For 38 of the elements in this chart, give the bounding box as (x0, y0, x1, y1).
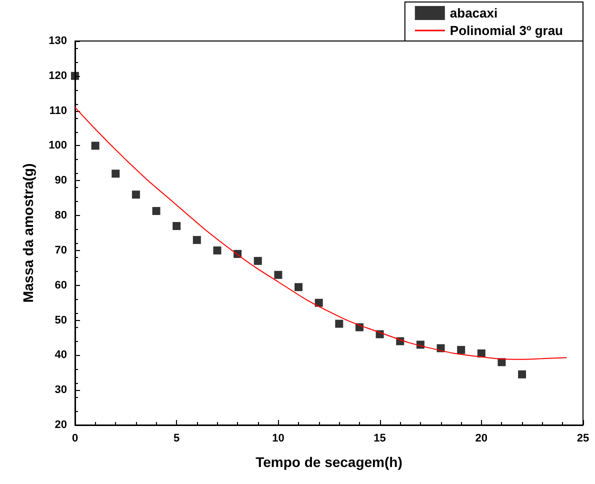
point (152, 207, 160, 216)
y-axis-title: Massa da amostra(g) (20, 163, 36, 303)
line-series (74, 106, 568, 360)
point (172, 222, 181, 230)
x-tick-label: 5 (174, 432, 180, 444)
point (71, 72, 79, 80)
y-tick-label: 130 (48, 35, 67, 47)
legend-label: abacaxi (450, 6, 498, 20)
legend-label: Polinomial 3º grau (450, 23, 564, 38)
y-tick-label: 60 (54, 279, 67, 292)
point (213, 246, 222, 254)
y-tick-label: 20 (54, 419, 67, 431)
y-tick-label: 30 (54, 384, 67, 396)
x-tick-label: 25 (576, 432, 590, 444)
y-tick-label: 90 (54, 174, 67, 187)
x-axis-title: Tempo de secagem(h) (256, 454, 402, 470)
y-tick-label: 70 (54, 244, 67, 256)
point (132, 190, 140, 199)
point (294, 283, 303, 292)
y-tick-label: 100 (48, 140, 67, 152)
point (314, 298, 323, 307)
point (112, 170, 120, 178)
y-tick-label: 50 (54, 314, 67, 326)
x-tick-label: 0 (72, 432, 78, 444)
point (274, 270, 282, 279)
point (335, 320, 344, 328)
point (457, 346, 466, 354)
point (254, 256, 262, 265)
point (91, 142, 100, 150)
x-tick-label: 10 (272, 432, 284, 444)
x-tick-label: 20 (475, 432, 488, 444)
y-tick-label: 110 (49, 104, 67, 117)
point (192, 236, 201, 244)
y-tick-label: 40 (54, 349, 67, 362)
y-tick-label: 80 (54, 210, 67, 222)
y-tick-label: 120 (48, 70, 67, 82)
x-tick-label: 15 (374, 432, 386, 444)
point (518, 370, 526, 378)
